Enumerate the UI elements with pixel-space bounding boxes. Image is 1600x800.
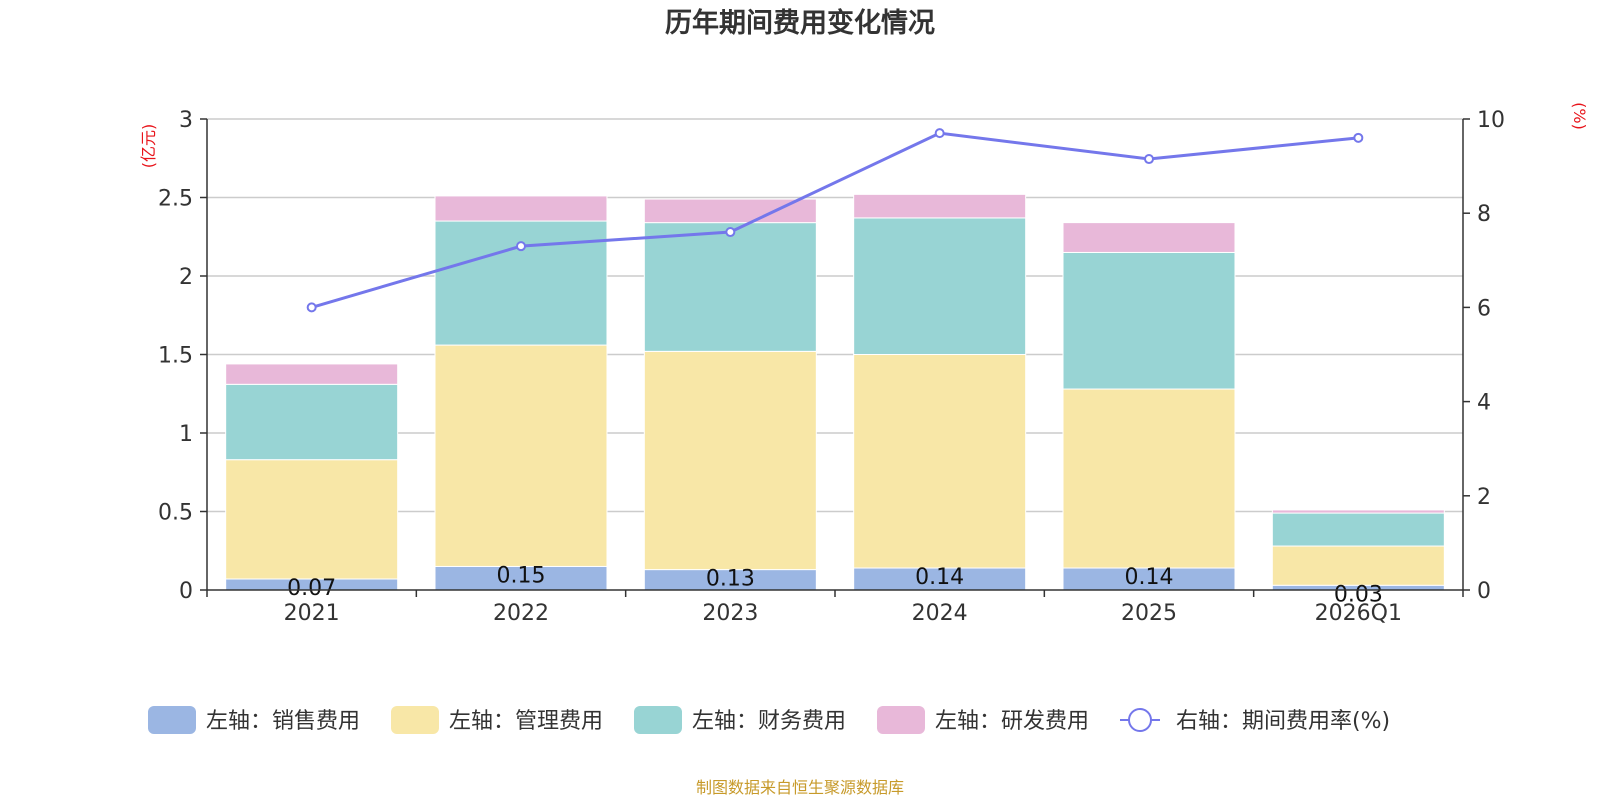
legend-swatch-1 <box>148 706 196 734</box>
legend-label-5: 右轴：期间费用率(%) <box>1176 709 1390 734</box>
left-tick-label: 2.5 <box>158 187 193 212</box>
bars <box>225 193 1445 591</box>
bar-segment-4 <box>1271 509 1445 514</box>
left-tick-label: 1.5 <box>158 344 193 369</box>
bar-segment-2 <box>1062 388 1236 569</box>
right-axis-unit: (%) <box>1570 102 1589 130</box>
bar-segment-2 <box>853 354 1027 569</box>
data-label: 0.14 <box>915 565 964 590</box>
bar-segment-3 <box>225 383 399 461</box>
rate-point <box>306 302 317 313</box>
left-tick-label: 0 <box>179 579 193 604</box>
legend-swatch-4 <box>877 706 925 734</box>
legend-label-3: 左轴：财务费用 <box>692 709 846 734</box>
bar-segment-3 <box>434 220 608 346</box>
source-note: 制图数据来自恒生聚源数据库 <box>696 778 904 797</box>
rate-point <box>1144 154 1154 165</box>
bar-segment-3 <box>643 222 817 352</box>
bar-segment-3 <box>1271 512 1445 547</box>
x-tick-label: 2023 <box>702 601 758 626</box>
data-label: 0.13 <box>706 567 755 592</box>
x-tick-label: 2022 <box>493 601 549 626</box>
right-tick-label: 10 <box>1477 108 1505 133</box>
bar-segment-3 <box>853 217 1027 355</box>
data-label: 0.14 <box>1125 565 1174 590</box>
left-tick-label: 0.5 <box>158 501 193 526</box>
bar-segment-2 <box>1271 545 1445 586</box>
x-tick-label: 2024 <box>912 601 968 626</box>
data-labels: 0.07 0.15 0.13 0.14 0.14 0.03 <box>287 563 1383 607</box>
legend: 左轴：销售费用 左轴：管理费用 左轴：财务费用 左轴：研发费用 右轴：期间费用率(%) <box>148 706 1390 734</box>
right-tick-label: 4 <box>1477 391 1491 416</box>
rate-point <box>934 128 945 139</box>
bar-segment-4 <box>1062 222 1236 253</box>
bar-segment-4 <box>225 363 399 385</box>
right-tick-label: 8 <box>1477 202 1491 227</box>
rate-line <box>306 128 1364 313</box>
rate-point <box>725 227 736 238</box>
x-tick-label: 2021 <box>284 601 340 626</box>
bar-segment-4 <box>434 195 608 222</box>
bar-segment-4 <box>853 193 1027 219</box>
data-label: 0.15 <box>497 563 546 588</box>
legend-circle-swatch <box>1128 708 1152 732</box>
legend-label-4: 左轴：研发费用 <box>935 709 1089 734</box>
legend-label-2: 左轴：管理费用 <box>449 709 603 734</box>
legend-label-1: 左轴：销售费用 <box>206 709 360 734</box>
data-label: 0.07 <box>287 576 336 601</box>
bar-segment-3 <box>1062 251 1236 390</box>
left-tick-label: 1 <box>179 422 193 447</box>
chart-title: 历年期间费用变化情况 <box>665 7 935 39</box>
bar-segment-2 <box>434 344 608 567</box>
rate-point <box>1353 132 1364 143</box>
legend-swatch-2 <box>391 706 439 734</box>
legend-swatch-3 <box>634 706 682 734</box>
rate-point <box>516 241 526 252</box>
bar-segment-4 <box>643 198 817 224</box>
bar-segment-2 <box>643 350 817 571</box>
data-label: 0.03 <box>1334 582 1383 607</box>
left-axis-unit: (亿元) <box>139 124 158 169</box>
bar-segment-2 <box>225 459 399 580</box>
x-tick-label: 2026Q1 <box>1315 601 1402 626</box>
x-tick-label: 2025 <box>1121 601 1177 626</box>
right-tick-label: 0 <box>1477 579 1491 604</box>
left-tick-label: 3 <box>179 108 193 133</box>
left-tick-label: 2 <box>179 265 193 290</box>
axes: 0 0.5 1 1.5 2 2.5 3 0 2 4 6 8 10 2021 2022 2023 2024 2025… <box>158 108 1505 626</box>
right-tick-label: 6 <box>1477 296 1491 321</box>
right-tick-label: 2 <box>1477 485 1491 510</box>
rate-line-path <box>311 131 1359 309</box>
